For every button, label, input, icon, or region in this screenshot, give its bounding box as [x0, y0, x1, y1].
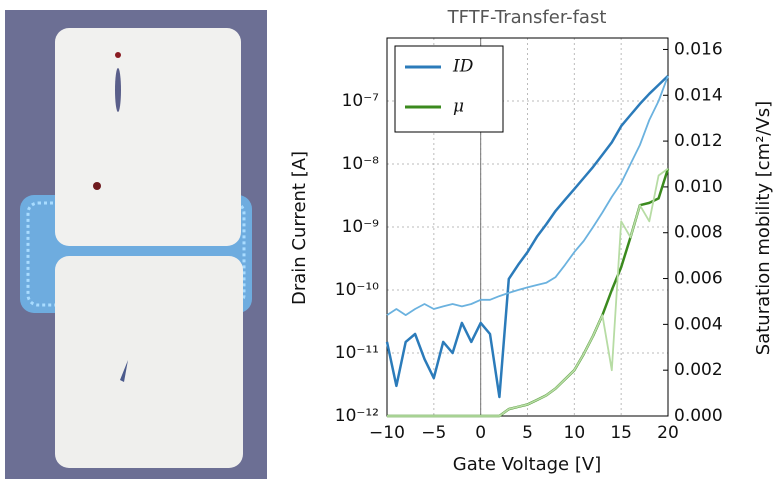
legend-label: ID — [452, 57, 474, 77]
y-tick-label: 10⁻¹⁰ — [335, 280, 379, 300]
plot-frame — [386, 37, 669, 417]
y-tick-label: 10⁻⁹ — [342, 217, 380, 237]
y-tick-label: 10⁻¹² — [335, 406, 379, 426]
y2-tick-label: 0.010 — [674, 177, 723, 197]
y-tick-label: 10⁻⁷ — [342, 91, 380, 111]
photo — [5, 10, 267, 479]
y2-tick-label: 0.016 — [674, 39, 723, 59]
series-line — [385, 74, 669, 399]
y-axis-label: Drain Current [A] — [289, 151, 310, 305]
x-axis-label: Gate Voltage [V] — [453, 454, 601, 475]
y2-tick-label: 0.006 — [674, 269, 723, 289]
y2-tick-label: 0.008 — [674, 223, 723, 243]
series-line — [386, 75, 669, 316]
x-tick-label: 5 — [522, 423, 533, 443]
y2-tick-label: 0.012 — [674, 131, 723, 151]
y2-tick-label: 0.000 — [674, 406, 723, 426]
y2-tick-label: 0.002 — [674, 360, 723, 380]
x-tick-label: 15 — [610, 423, 632, 443]
x-tick-label: 0 — [475, 423, 486, 443]
x-tick-label: 20 — [657, 423, 679, 443]
series-line — [387, 167, 669, 417]
chart-title: TFTF-Transfer-fast — [447, 7, 607, 28]
x-tick-label: −5 — [421, 423, 446, 443]
x-tick-label: −10 — [369, 423, 405, 443]
y-tick-label: 10⁻¹¹ — [335, 343, 379, 363]
x-tick-label: 10 — [564, 423, 586, 443]
y2-tick-label: 0.004 — [674, 314, 723, 334]
legend-label: μ — [453, 97, 464, 117]
y2-axis-label: Saturation mobility [cm²/Vs] — [753, 101, 774, 355]
legend-box — [394, 45, 504, 133]
y2-tick-label: 0.014 — [674, 85, 723, 105]
y-tick-label: 10⁻⁸ — [342, 154, 380, 174]
